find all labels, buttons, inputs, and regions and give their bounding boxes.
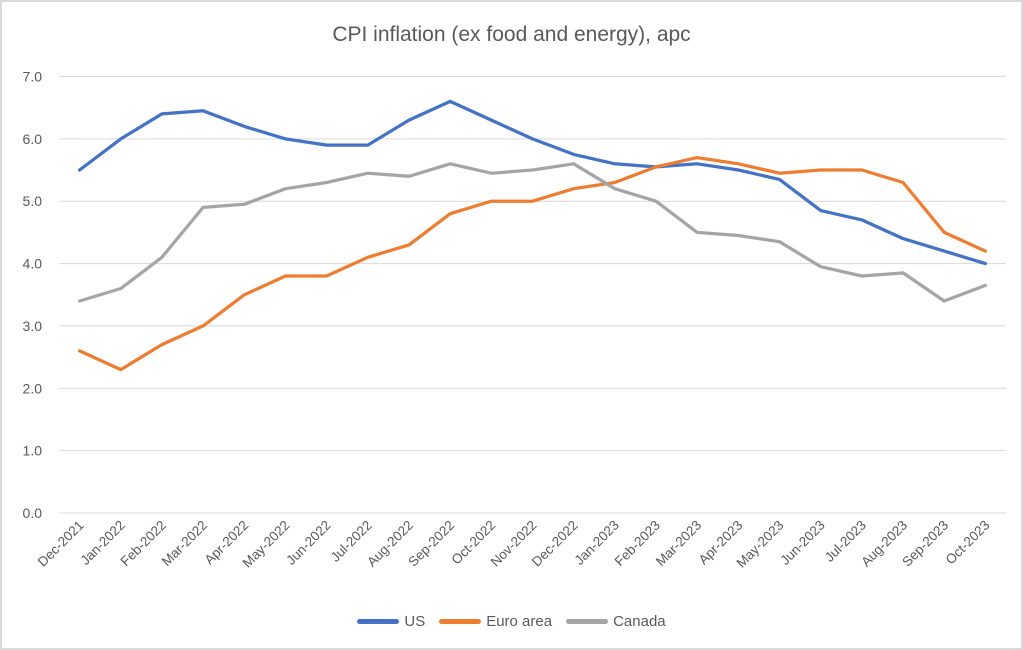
x-axis-label: Jun-2023 <box>777 518 827 568</box>
x-axis-label: Dec-2021 <box>35 518 87 570</box>
euro-area-legend-label: Euro area <box>486 613 553 630</box>
legend-item-euro-area: Euro area <box>439 613 552 630</box>
y-axis-label: 6.0 <box>23 131 43 147</box>
x-axis-label: Mar-2022 <box>159 518 210 569</box>
y-axis-label: 1.0 <box>23 443 43 459</box>
legend: US Euro area Canada <box>2 613 1021 630</box>
y-axis-label: 7.0 <box>23 69 43 85</box>
us-legend-label: US <box>404 613 426 630</box>
y-axis-label: 5.0 <box>23 193 43 209</box>
y-axis-label: 3.0 <box>23 318 43 334</box>
canada-legend-label: Canada <box>613 613 666 630</box>
chart-title: CPI inflation (ex food and energy), apc <box>332 23 691 46</box>
euro-area-line-swatch-icon <box>439 619 482 624</box>
legend-item-us: US <box>357 613 425 630</box>
y-axis-label: 2.0 <box>23 380 43 396</box>
x-axis-label: Oct-2023 <box>943 518 993 568</box>
canada-line-swatch-icon <box>566 619 609 624</box>
x-axis-label: Jun-2022 <box>283 518 333 568</box>
canada-series-line <box>77 162 988 303</box>
x-axis-label: Mar-2023 <box>653 518 704 569</box>
y-axis-label: 4.0 <box>23 256 43 272</box>
y-axis-label: 0.0 <box>23 505 43 521</box>
us-line-swatch-icon <box>357 619 400 624</box>
euro-area-series-line <box>77 155 988 372</box>
us-series-line <box>77 99 988 266</box>
legend-item-canada: Canada <box>566 613 666 630</box>
